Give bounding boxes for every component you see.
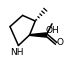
Polygon shape (30, 33, 46, 37)
Text: NH: NH (10, 48, 24, 57)
Text: OH: OH (46, 26, 60, 35)
Text: O: O (57, 38, 64, 47)
